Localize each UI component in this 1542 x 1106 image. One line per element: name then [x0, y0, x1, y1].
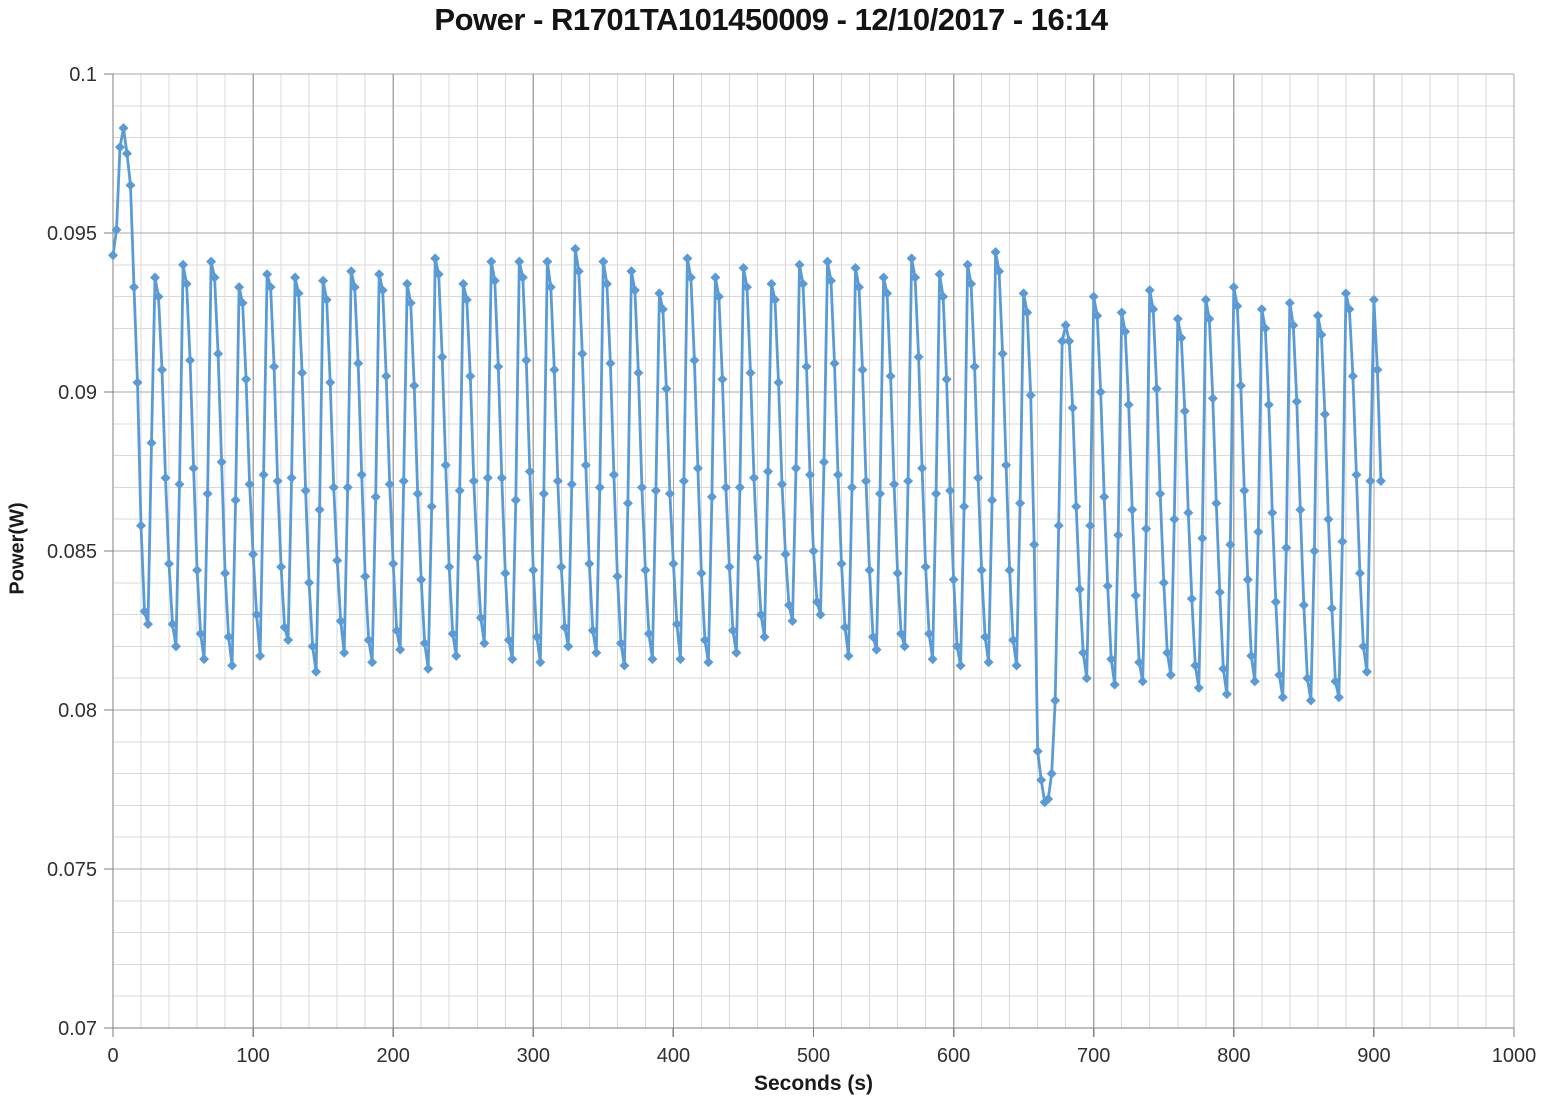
x-tick-label: 600 — [937, 1045, 970, 1067]
x-axis-title: Seconds (s) — [753, 1072, 874, 1095]
x-tick-label: 400 — [657, 1045, 690, 1067]
x-tick-label: 1000 — [1492, 1045, 1537, 1067]
x-tick-label: 100 — [236, 1045, 269, 1067]
y-tick-label: 0.075 — [47, 859, 97, 881]
y-axis-title: Power(W) — [6, 502, 29, 595]
x-tick-label: 800 — [1217, 1045, 1250, 1067]
x-tick-label: 700 — [1077, 1045, 1110, 1067]
chart-title: Power - R1701TA101450009 - 12/10/2017 - … — [434, 2, 1108, 37]
y-tick-label: 0.095 — [47, 223, 97, 245]
y-tick-label: 0.09 — [58, 382, 97, 404]
tick-labels: 0 100 200 300 400 500 600 700 800 900 1000 0.07 0.07… — [47, 64, 1536, 1067]
x-tick-label: 200 — [377, 1045, 410, 1067]
series-power — [108, 123, 1386, 808]
y-tick-label: 0.07 — [58, 1018, 97, 1040]
x-tick-label: 300 — [517, 1045, 550, 1067]
y-tick-label: 0.085 — [47, 541, 97, 563]
series-line — [111, 126, 1383, 804]
x-tick-label: 0 — [107, 1045, 118, 1067]
x-tick-label: 500 — [797, 1045, 830, 1067]
y-tick-label: 0.1 — [69, 64, 97, 86]
y-tick-label: 0.08 — [58, 700, 97, 722]
tick-marks — [104, 73, 1515, 1037]
series-markers — [108, 123, 1386, 808]
x-tick-label: 900 — [1357, 1045, 1390, 1067]
